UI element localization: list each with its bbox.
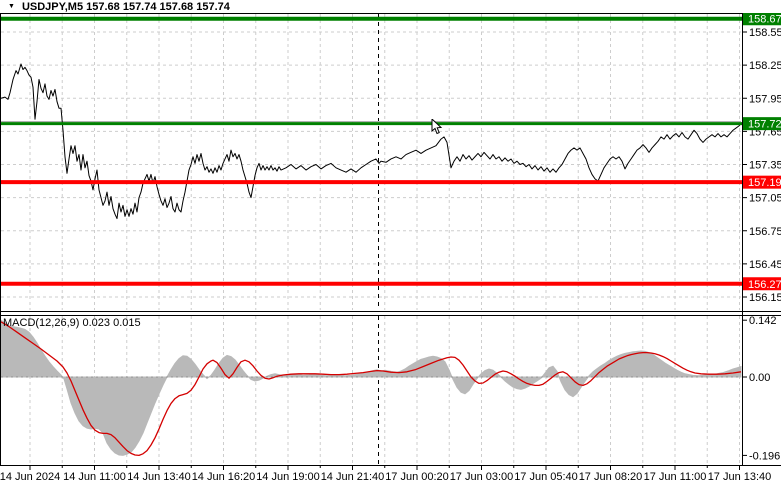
time-axis-label: 14 Jun 16:20 xyxy=(192,471,256,483)
macd-signal-line xyxy=(0,321,742,457)
price-axis-label: 158.55 xyxy=(749,27,781,39)
price-axis-area[interactable] xyxy=(743,13,781,465)
price-level-badge xyxy=(743,175,781,189)
time-axis-label: 14 Jun 11:00 xyxy=(63,471,126,483)
macd-indicator-name: MACD(12,26,9) xyxy=(3,317,80,329)
time-axis-label: 14 Jun 13:40 xyxy=(127,471,191,483)
main-chart-plot-area[interactable] xyxy=(1,14,741,310)
chart-title-bar: ▼ USDJPY,M5 157.68 157.74 157.68 157.74 xyxy=(0,0,781,13)
price-axis-label: 157.05 xyxy=(749,193,781,205)
price-line xyxy=(0,63,743,220)
time-axis-label: 14 Jun 2024 xyxy=(0,471,60,483)
time-axis-area[interactable] xyxy=(0,466,781,489)
chart-title: USDJPY,M5 157.68 157.74 157.68 157.74 xyxy=(21,0,230,13)
macd-main-value: 0.023 xyxy=(82,317,111,329)
time-axis-label: 17 Jun 11:00 xyxy=(644,471,707,483)
mouse-cursor-icon xyxy=(431,117,443,141)
time-axis-label: 17 Jun 13:40 xyxy=(708,471,772,483)
macd-axis-label: -0.196 xyxy=(749,450,780,462)
price-level-badge-label: 157.19 xyxy=(748,177,781,189)
price-level-badge-label: 158.67 xyxy=(748,14,781,26)
price-level-badge xyxy=(743,12,781,26)
macd-axis-label: 0.00 xyxy=(749,372,770,384)
price-level-badge xyxy=(743,277,781,291)
price-level-badge xyxy=(743,117,781,131)
macd-signal-value: 0.015 xyxy=(113,317,141,329)
chart-dropdown-icon[interactable]: ▼ xyxy=(8,3,15,10)
price-axis-label: 156.15 xyxy=(749,292,781,304)
time-axis-label: 14 Jun 19:00 xyxy=(256,471,320,483)
time-axis-label: 17 Jun 03:00 xyxy=(450,471,514,483)
time-axis-label: 17 Jun 08:20 xyxy=(579,471,643,483)
price-axis-label: 156.75 xyxy=(749,226,781,238)
price-axis-label: 157.35 xyxy=(749,160,781,172)
price-axis-label: 156.45 xyxy=(749,259,781,271)
time-axis-label: 17 Jun 05:40 xyxy=(514,471,578,483)
time-axis-label: 14 Jun 21:40 xyxy=(321,471,385,483)
macd-axis-label: 0.142 xyxy=(749,315,777,327)
price-axis-label: 157.95 xyxy=(749,93,781,105)
macd-indicator-label: MACD(12,26,9) 0.023 0.015 xyxy=(3,317,141,329)
time-axis-label: 17 Jun 00:20 xyxy=(385,471,449,483)
price-level-badge-label: 156.27 xyxy=(748,279,781,291)
price-axis-label: 158.25 xyxy=(749,60,781,72)
price-level-badge-label: 157.72 xyxy=(748,119,781,131)
